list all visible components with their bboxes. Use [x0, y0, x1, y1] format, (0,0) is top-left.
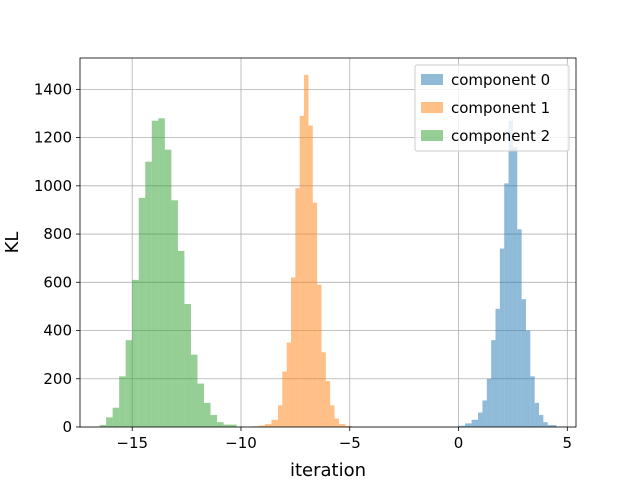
y-tick-label: 800 — [43, 225, 72, 243]
histogram-bar-series-2 — [158, 118, 165, 427]
y-tick-label: 600 — [43, 273, 72, 291]
histogram-bar-series-2 — [145, 161, 152, 428]
histogram-bar-series-2 — [119, 376, 126, 427]
histogram-bar-series-0 — [525, 330, 531, 427]
histogram-bar-series-2 — [210, 414, 218, 427]
plot-frame — [79, 57, 577, 428]
y-axis-ticks: 0 200 400 600 800 1000 1200 1400 — [34, 80, 80, 436]
histogram-bar-series-0 — [512, 147, 518, 427]
histogram-bar-series-0 — [530, 376, 535, 427]
y-tick-label: 0 — [62, 418, 72, 436]
histogram-bar-series-1 — [286, 342, 292, 427]
legend-swatch — [421, 130, 443, 141]
histogram-bar-series-0 — [495, 308, 500, 427]
histogram-bar-series-0 — [543, 422, 548, 427]
legend: component 0 component 1 component 2 — [414, 64, 570, 152]
histogram-bar-series-0 — [458, 425, 466, 427]
histogram-bar-series-2 — [106, 417, 113, 427]
legend-box — [414, 64, 570, 152]
histogram-bar-series-0 — [471, 419, 479, 427]
histogram-bar-series-1 — [334, 418, 339, 427]
histogram-bar-series-1 — [321, 352, 326, 427]
histogram-bar-series-2 — [184, 304, 191, 427]
histogram-bar-series-1 — [291, 277, 296, 427]
x-tick-label: −5 — [339, 434, 361, 452]
histogram-bar-series-0 — [491, 340, 496, 427]
histogram-bar-series-2 — [177, 250, 185, 427]
histogram-bar-series-0 — [539, 414, 544, 427]
histogram-bar-series-2 — [217, 422, 224, 427]
histogram-bar-series-2 — [164, 149, 172, 427]
histogram-bar-series-2 — [138, 197, 146, 427]
histogram-bar-series-1 — [277, 405, 283, 427]
histogram-bar-series-2 — [190, 354, 198, 427]
histogram-bar-series-2 — [112, 407, 120, 427]
histogram-bar-series-1 — [264, 424, 272, 427]
legend-label: component 1 — [451, 99, 550, 117]
histogram-bar-series-2 — [197, 383, 204, 427]
histogram-bar-series-2 — [125, 340, 133, 427]
histogram-bar-series-0 — [465, 423, 472, 427]
y-axis-label: KL — [2, 232, 23, 254]
y-tick-label: 1200 — [34, 129, 72, 147]
histogram-bar-series-1 — [325, 381, 331, 427]
legend-label: component 2 — [451, 127, 550, 145]
histogram-bar-series-2 — [132, 279, 139, 427]
y-tick-label: 200 — [43, 370, 72, 388]
legend-swatch — [421, 102, 443, 113]
histogram-bar-series-2 — [151, 120, 159, 428]
histogram-bar-series-0 — [504, 183, 509, 427]
histogram-bar-series-1 — [330, 405, 335, 427]
histogram-bar-series-1 — [304, 74, 309, 427]
histogram-bar-series-1 — [345, 426, 352, 427]
histogram-bar-series-0 — [521, 299, 526, 427]
histogram-bar-series-1 — [295, 188, 300, 427]
histogram-bar-series-1 — [312, 202, 318, 427]
histogram-bar-series-1 — [317, 284, 322, 427]
histogram-bar-series-0 — [508, 120, 513, 428]
x-tick-label: −15 — [116, 434, 148, 452]
x-axis-ticks: −15 −10 −5 0 5 — [116, 427, 572, 452]
histogram-bar-series-0 — [547, 425, 557, 427]
y-tick-label: 400 — [43, 322, 72, 340]
histogram-bars — [99, 74, 557, 428]
histogram-bar-series-0 — [482, 400, 487, 427]
histogram-bar-series-0 — [517, 229, 522, 427]
histogram-bar-series-0 — [486, 378, 492, 427]
histogram-bar-series-1 — [308, 125, 313, 427]
histogram-bar-series-1 — [338, 424, 346, 427]
x-tick-label: 5 — [563, 434, 573, 452]
histogram-bar-series-2 — [204, 402, 211, 427]
histogram-bar-series-0 — [499, 248, 505, 427]
histogram-bar-series-2 — [99, 425, 107, 427]
histogram-bar-series-2 — [223, 424, 237, 427]
histogram-bar-series-1 — [299, 115, 305, 427]
histogram-bar-series-0 — [534, 402, 540, 427]
histogram-bar-series-1 — [282, 371, 287, 427]
histogram-bar-series-2 — [171, 200, 178, 427]
x-tick-label: −10 — [225, 434, 257, 452]
y-tick-label: 1400 — [34, 80, 72, 98]
x-tick-label: 0 — [454, 434, 464, 452]
y-tick-label: 1000 — [34, 177, 72, 195]
legend-label: component 0 — [451, 71, 550, 89]
legend-swatch — [421, 74, 443, 85]
histogram-bar-series-1 — [271, 419, 278, 427]
histogram-bar-series-1 — [258, 425, 265, 427]
x-axis-label: iteration — [290, 460, 366, 480]
histogram-bar-series-0 — [478, 412, 483, 427]
